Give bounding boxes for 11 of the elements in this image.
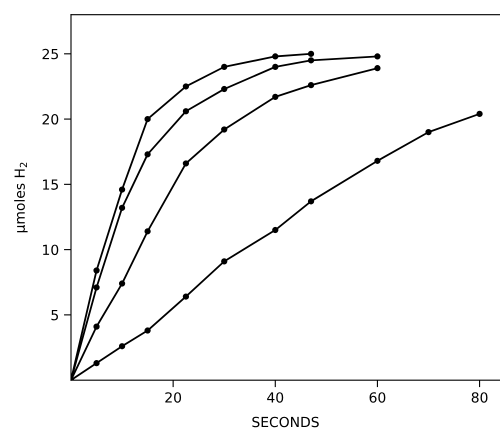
x-tick-label: 60 — [370, 392, 386, 403]
x-axis-title: SECONDS — [252, 416, 319, 428]
x-tick-label: 80 — [472, 392, 488, 403]
y-tick-label: 25 — [42, 48, 58, 60]
x-tick-label: 40 — [267, 392, 284, 403]
y-tick-label: 10 — [43, 244, 58, 256]
x-tick-label: 20 — [165, 392, 182, 403]
y-axis-title: μmoles H$_{2}$ — [14, 162, 28, 232]
y-tick-label: 15 — [43, 179, 58, 190]
y-tick-label: 5 — [51, 310, 58, 320]
y-tick-label: 20 — [42, 114, 58, 125]
